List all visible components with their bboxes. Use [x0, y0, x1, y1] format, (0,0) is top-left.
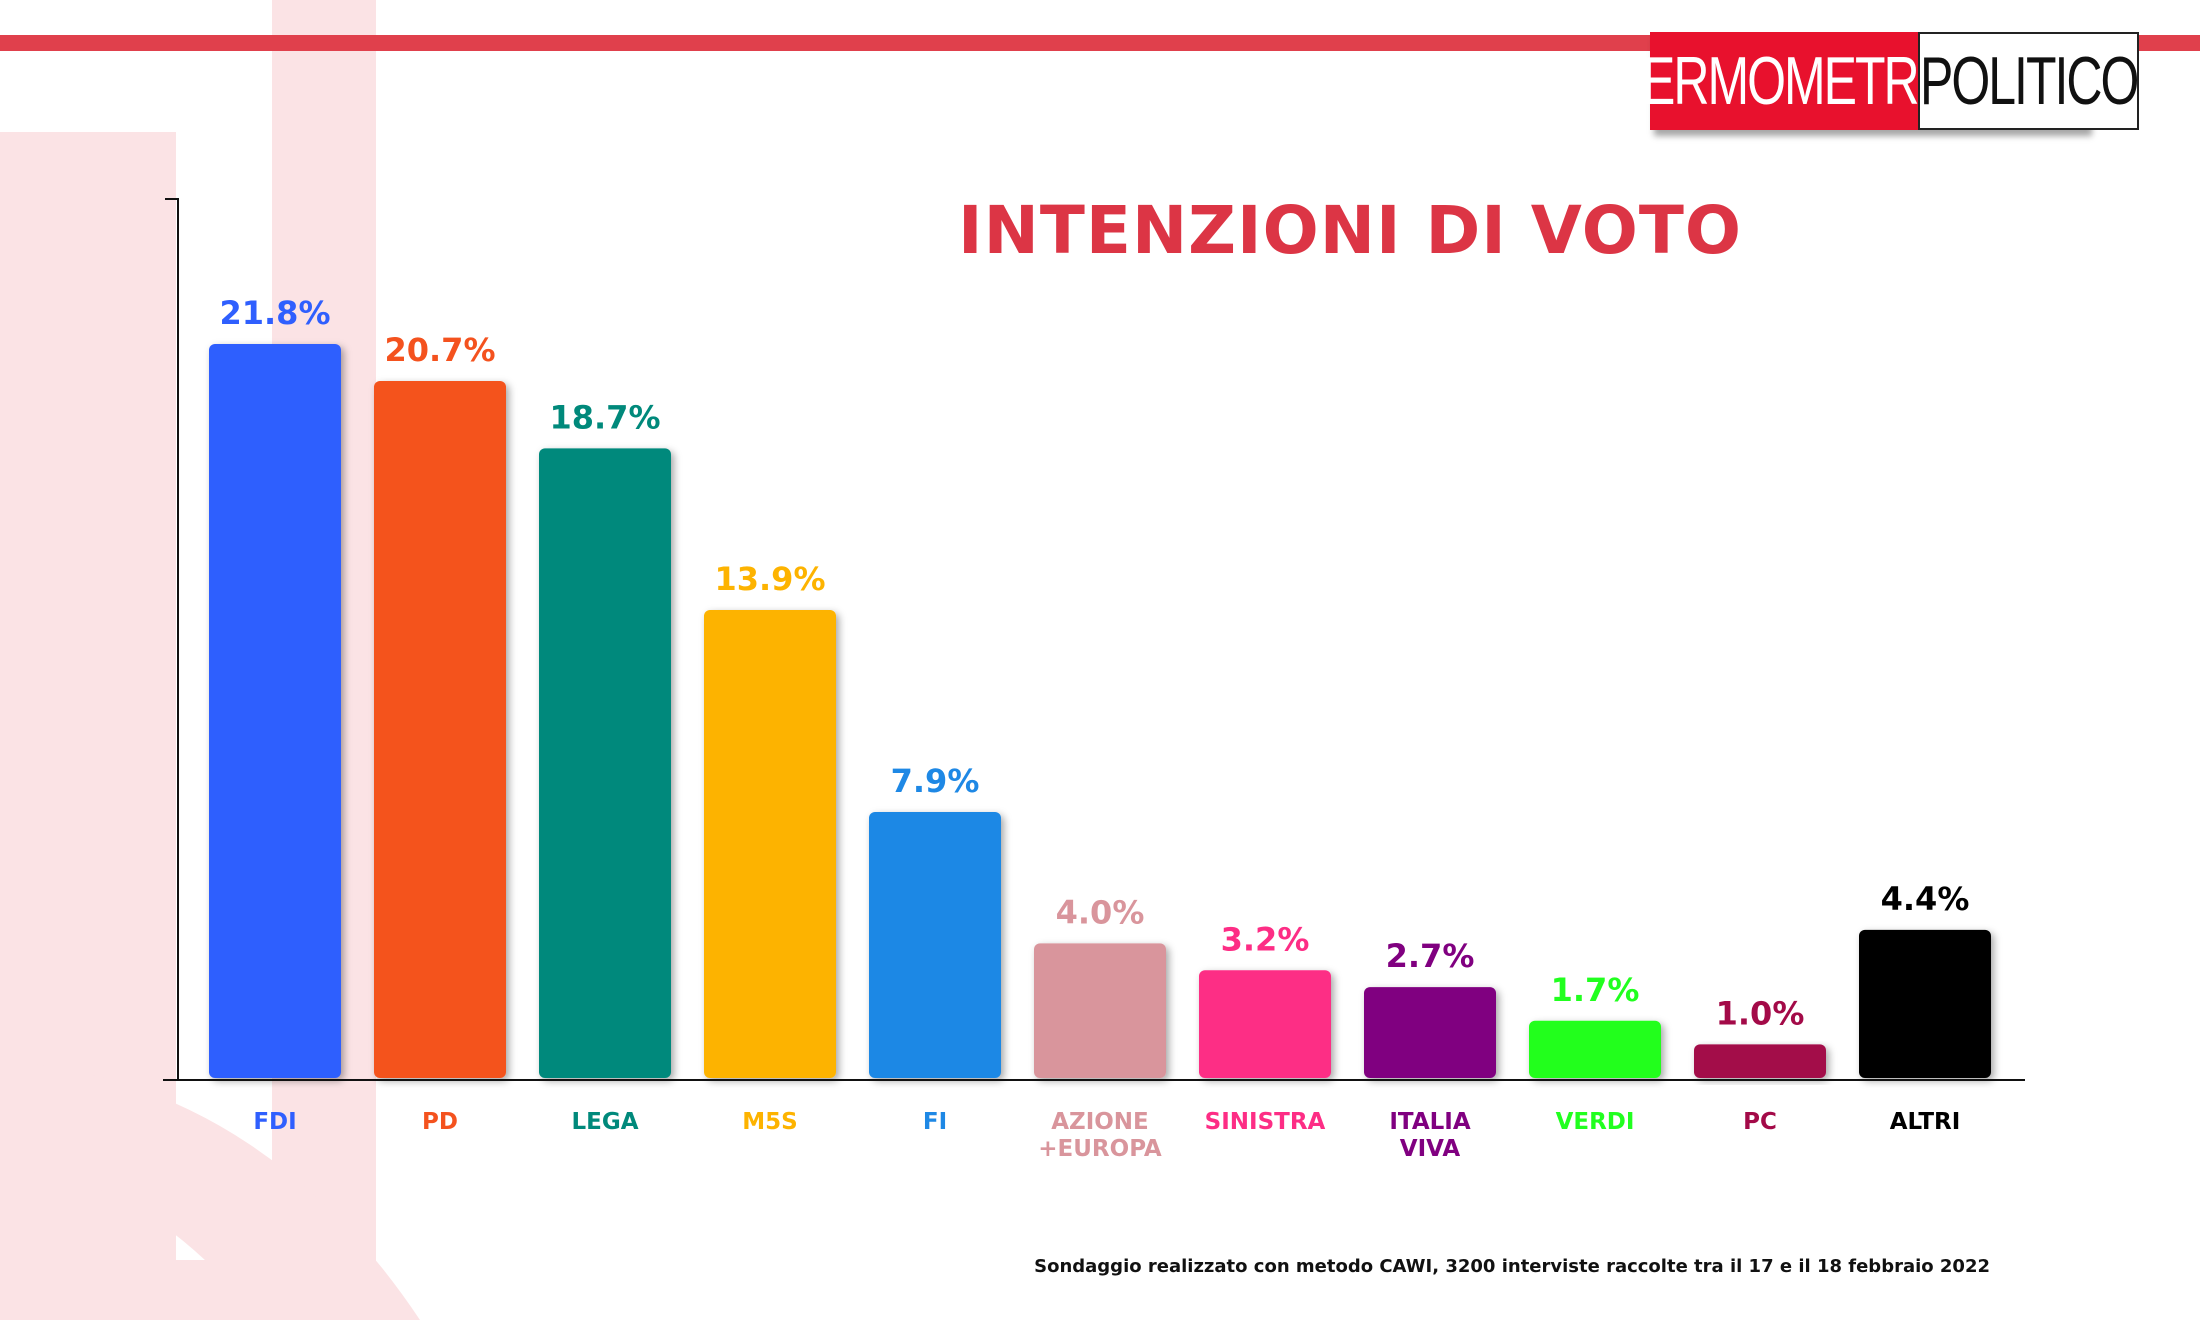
value-label: 20.7% — [384, 331, 495, 369]
category-label: LEGA — [571, 1109, 638, 1135]
bar-azione-europa — [1034, 943, 1166, 1078]
value-label: 13.9% — [714, 560, 825, 598]
category-label: +EUROPA — [1038, 1136, 1162, 1162]
value-label: 2.7% — [1386, 937, 1475, 975]
value-label: 7.9% — [891, 762, 980, 800]
bar-altri — [1859, 929, 1991, 1078]
category-label: AZIONE — [1051, 1109, 1149, 1135]
value-label: 4.4% — [1881, 880, 1970, 918]
bar-lega — [539, 448, 671, 1078]
value-label: 3.2% — [1221, 920, 1310, 958]
value-label: 1.0% — [1716, 994, 1805, 1032]
category-label: PD — [422, 1109, 458, 1135]
bar-pd — [374, 381, 506, 1078]
logo-right-part: POLITICO — [1918, 32, 2139, 130]
bar-fi — [869, 812, 1001, 1078]
category-label: M5S — [742, 1109, 797, 1135]
category-label: VIVA — [1400, 1136, 1461, 1162]
value-label: 18.7% — [549, 398, 660, 436]
bar-fdi — [209, 344, 341, 1078]
value-label: 1.7% — [1551, 971, 1640, 1009]
logo-left-part: TERMOMETRO — [1613, 32, 1957, 130]
bar-m5s — [704, 609, 836, 1078]
category-label: FDI — [253, 1109, 296, 1135]
footnote: Sondaggio realizzato con metodo CAWI, 32… — [1034, 1256, 1990, 1277]
category-label: VERDI — [1556, 1109, 1635, 1135]
termometro-politico-logo: TERMOMETRO POLITICO — [1613, 32, 2139, 130]
category-label: FI — [923, 1109, 947, 1135]
category-label: ALTRI — [1890, 1109, 1961, 1135]
bar-verdi — [1529, 1020, 1661, 1078]
chart-title: INTENZIONI DI VOTO — [958, 192, 1742, 269]
category-label: SINISTRA — [1205, 1109, 1326, 1135]
bar-sinistra — [1199, 970, 1331, 1078]
category-label: PC — [1743, 1109, 1777, 1135]
bar-pc — [1694, 1044, 1826, 1078]
value-label: 4.0% — [1056, 893, 1145, 931]
category-label: ITALIA — [1389, 1109, 1470, 1135]
value-label: 21.8% — [219, 294, 330, 332]
bar-italia-viva — [1364, 987, 1496, 1078]
